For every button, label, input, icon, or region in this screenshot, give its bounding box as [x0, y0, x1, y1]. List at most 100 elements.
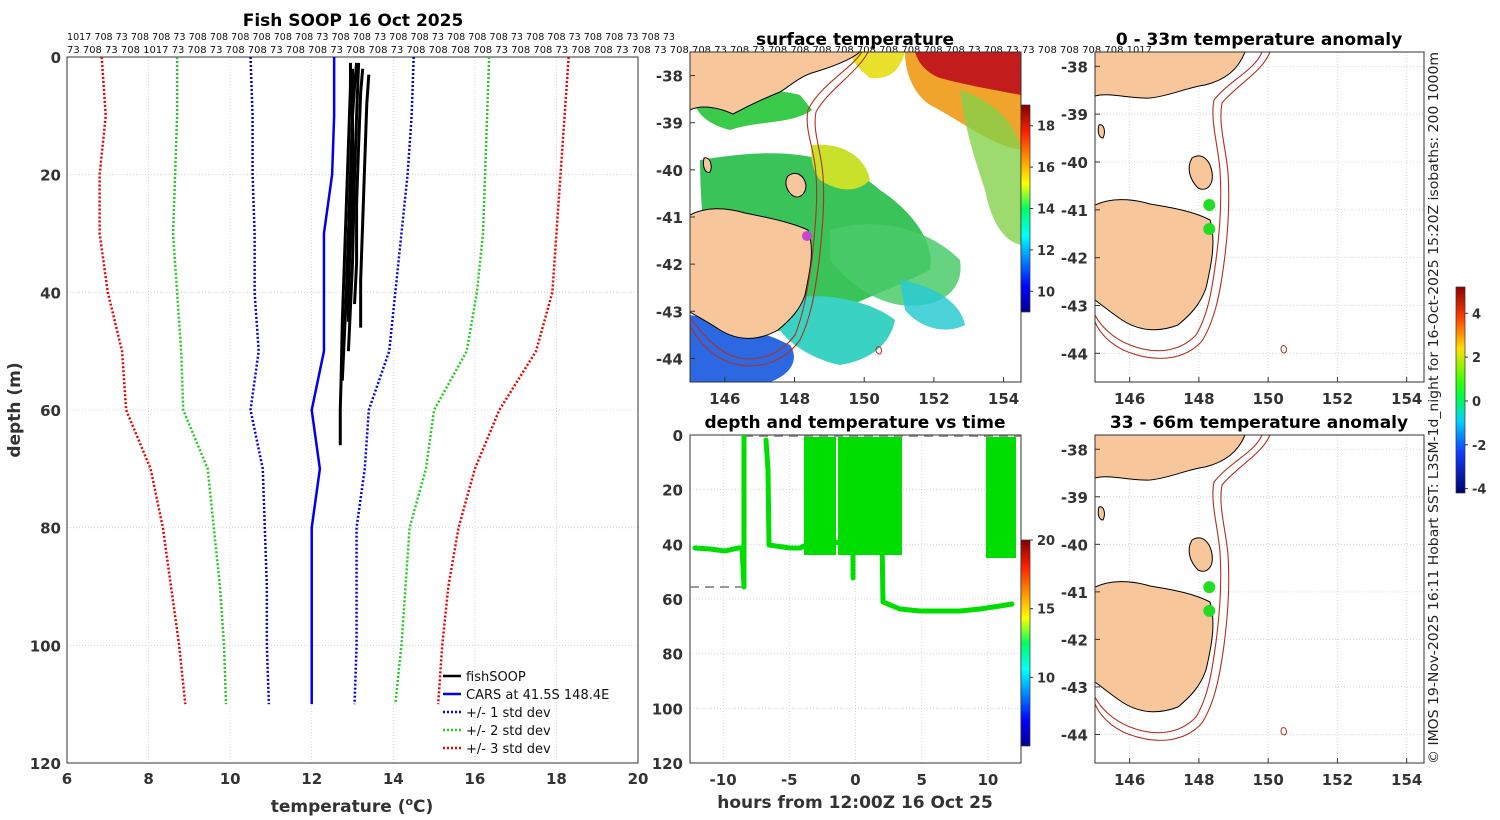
sst-cyan-south [780, 296, 895, 365]
ytick-label: -42 [1061, 631, 1088, 649]
ytick-label: 60 [40, 402, 61, 420]
colorbar-tick-label: 18 [1037, 120, 1055, 135]
colorbar-tick-label: 20 [1037, 534, 1055, 549]
colorbar-tick-label: 16 [1037, 161, 1055, 176]
colorbar-tick-label: -2 [1472, 439, 1486, 454]
colorbar-tick-label: 12 [1037, 244, 1055, 259]
ts-block-3 [986, 437, 1016, 558]
anom2-land-flinders [1188, 537, 1213, 572]
fishsoop-cast-line [353, 68, 365, 305]
sst-yellow-patch [811, 144, 870, 190]
xtick-label: 14 [383, 770, 404, 788]
ytick-label: 60 [662, 591, 683, 609]
ytick-label: -39 [656, 115, 683, 133]
timeseries-chart: depth and temperature vs time -10 -5 0 5 100… [652, 413, 1055, 813]
legend-label-sd1: +/- 1 std dev [466, 706, 551, 721]
anom1-isobath-seamount [1280, 345, 1287, 354]
anom2-title: 33 - 66m temperature anomaly [1110, 413, 1408, 433]
ytick-label: -39 [1061, 489, 1088, 507]
anom1-land-flinders [1188, 155, 1213, 190]
xtick-label: 16 [464, 770, 485, 788]
profile-series [98, 57, 570, 705]
anom1-ticks: 146 148 150 152 154 -38 -39 -40 -41 -42 -43 -44 [1061, 58, 1422, 408]
sst-land-tasmania [690, 208, 812, 339]
anom2-isobath-200 [1095, 435, 1263, 734]
colorbar-tick-label: 10 [1037, 285, 1055, 300]
profile-chart: Fish SOOP 16 Oct 2025 1017 708 73 708 70… [5, 11, 1152, 817]
xtick-label: 148 [1183, 390, 1214, 408]
xtick-label: 148 [779, 390, 810, 408]
sst-profile-marker [802, 231, 812, 241]
profile-ylabel: depth (m) [5, 362, 25, 457]
xtick-label: 154 [988, 390, 1019, 408]
ts-block-2 [838, 437, 902, 555]
timeseries-colorbar [1020, 539, 1031, 747]
profile-axes-box [66, 56, 639, 764]
ytick-label: 0 [673, 427, 683, 445]
colorbar-tick-label: 4 [1472, 307, 1481, 322]
anom1-isobath-1000 [1095, 52, 1271, 359]
series--3-std-dev-high [436, 57, 570, 705]
legend-label-sd3: +/- 3 std dev [466, 742, 551, 757]
ytick-label: -41 [1061, 584, 1088, 602]
ytick-label: -43 [656, 303, 683, 321]
timeseries-xlabel: hours from 12:00Z 16 Oct 25 [717, 793, 993, 813]
timeseries-colorbar-ticks: 10 15 20 [1030, 534, 1055, 686]
anomaly-colorbar [1455, 286, 1466, 494]
ytick-label: 20 [40, 167, 61, 185]
profile-top-labels-row1: 1017 708 73 708 708 73 708 708 708 708 7… [67, 32, 675, 43]
anom2-axes-box [1094, 434, 1425, 764]
xtick-label: 154 [1391, 390, 1422, 408]
colorbar-tick-label: 10 [1037, 671, 1055, 686]
xtick-label: 154 [1391, 771, 1422, 789]
profile-fishsoop-casts [338, 62, 371, 446]
xtick-label: 146 [1114, 771, 1145, 789]
anom2-land-king [1097, 506, 1105, 521]
ts-trace-deploy3 [879, 537, 1015, 614]
ts-trace-deploy1 [692, 435, 747, 590]
sst-ticks: 146 148 150 152 154 -38 -39 -40 -41 -42 -43 -44 [656, 68, 1019, 408]
ytick-label: -44 [1061, 345, 1088, 363]
xtick-label: 152 [1322, 390, 1353, 408]
timeseries-title: depth and temperature vs time [705, 413, 1006, 433]
sst-land-flinders [785, 172, 807, 198]
xtick-label: 8 [143, 770, 153, 788]
sst-isobath-1000 [690, 52, 869, 367]
anom2-isobath-seamount [1280, 727, 1287, 736]
anom1-axes-box [1094, 51, 1425, 383]
anomaly-point [1203, 199, 1216, 212]
sst-cyan-patch [900, 280, 965, 330]
ytick-label: 80 [662, 646, 683, 664]
ytick-label: 40 [662, 536, 683, 554]
xtick-label: 10 [977, 771, 998, 789]
ytick-label: 120 [652, 755, 683, 773]
anom1-land-king [1097, 124, 1105, 139]
ytick-label: -43 [1061, 679, 1088, 697]
series--1-std-dev-high [353, 57, 415, 705]
sst-blue-southwest [690, 315, 794, 382]
ytick-label: 100 [652, 700, 683, 718]
timeseries-points [692, 435, 1016, 614]
anomaly-point [1203, 604, 1216, 617]
anom1-land-mainland [1095, 52, 1246, 99]
anom1-points [1203, 199, 1216, 235]
ytick-label: 0 [51, 49, 61, 67]
colorbar-tick-label: 0 [1472, 395, 1481, 410]
ytick-label: 120 [30, 755, 61, 773]
sst-land-king [703, 157, 712, 173]
xtick-label: -5 [781, 771, 798, 789]
xtick-label: 146 [1114, 390, 1145, 408]
xtick-label: 152 [918, 390, 949, 408]
anom1-isobath-200 [1095, 52, 1263, 352]
sst-colorbar [1020, 104, 1031, 313]
ts-block-1 [804, 437, 836, 555]
anom2-land-mainland [1095, 435, 1246, 481]
sst-hot-core [915, 52, 1021, 95]
series--2-std-dev-high [394, 57, 491, 705]
fishsoop-cast-line [346, 62, 361, 352]
ytick-label: -38 [1061, 441, 1088, 459]
fishsoop-cast-line [340, 68, 354, 381]
ytick-label: -44 [1061, 726, 1088, 744]
xtick-label: 152 [1322, 771, 1353, 789]
